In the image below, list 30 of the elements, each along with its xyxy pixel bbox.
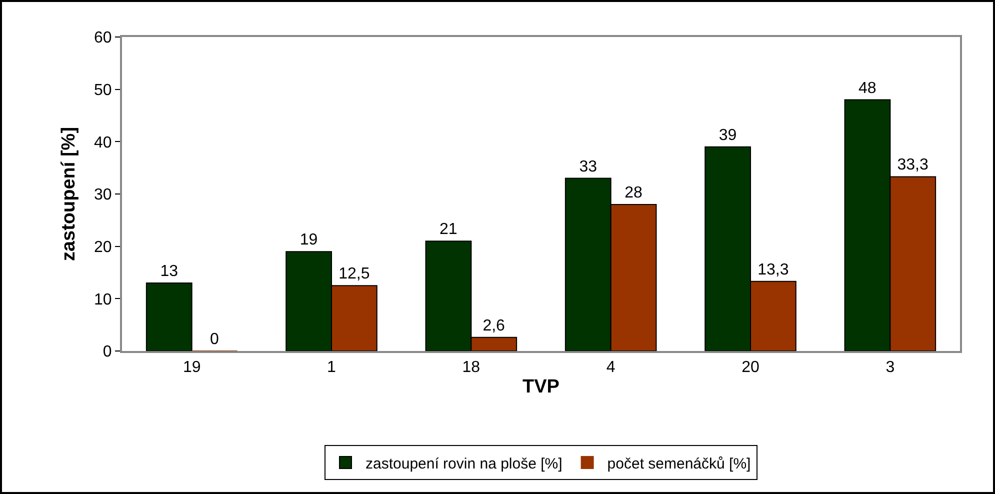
y-tick-label: 60 (94, 30, 112, 47)
x-tick-label: 19 (182, 359, 201, 376)
legend-label: počet semenáčků [%] (607, 455, 751, 472)
data-label: 2,6 (482, 317, 506, 334)
y-tick-label: 10 (94, 291, 112, 308)
x-tick-label: 4 (606, 359, 616, 376)
x-tick-label: 18 (462, 359, 480, 376)
x-tick-label: 1 (327, 359, 336, 376)
data-label: 12,5 (338, 266, 370, 283)
y-tick-label: 50 (94, 82, 112, 99)
data-label: 39 (718, 126, 737, 144)
y-tick-label: 30 (94, 186, 112, 204)
legend-label: zastoupení rovin na ploše [%] (366, 455, 562, 472)
data-label: 13 (160, 262, 178, 280)
y-tick-label: 40 (94, 134, 112, 152)
y-tick-label: 20 (94, 238, 112, 256)
data-label: 13,3 (758, 261, 789, 278)
y-tick-label: 0 (102, 344, 112, 361)
bar (146, 282, 192, 351)
x-tick-label: 20 (742, 359, 760, 376)
data-label: 21 (440, 221, 458, 238)
data-label: 33 (579, 158, 598, 176)
data-label: 0 (210, 331, 220, 348)
data-label: 28 (624, 184, 642, 202)
y-axis-title: zastoupení [%] (58, 126, 80, 262)
data-label: 48 (858, 80, 876, 97)
data-label: 19 (300, 232, 318, 249)
x-tick-label: 3 (886, 359, 895, 376)
data-label: 33,3 (897, 156, 928, 174)
x-axis-title: TVP (522, 376, 560, 398)
